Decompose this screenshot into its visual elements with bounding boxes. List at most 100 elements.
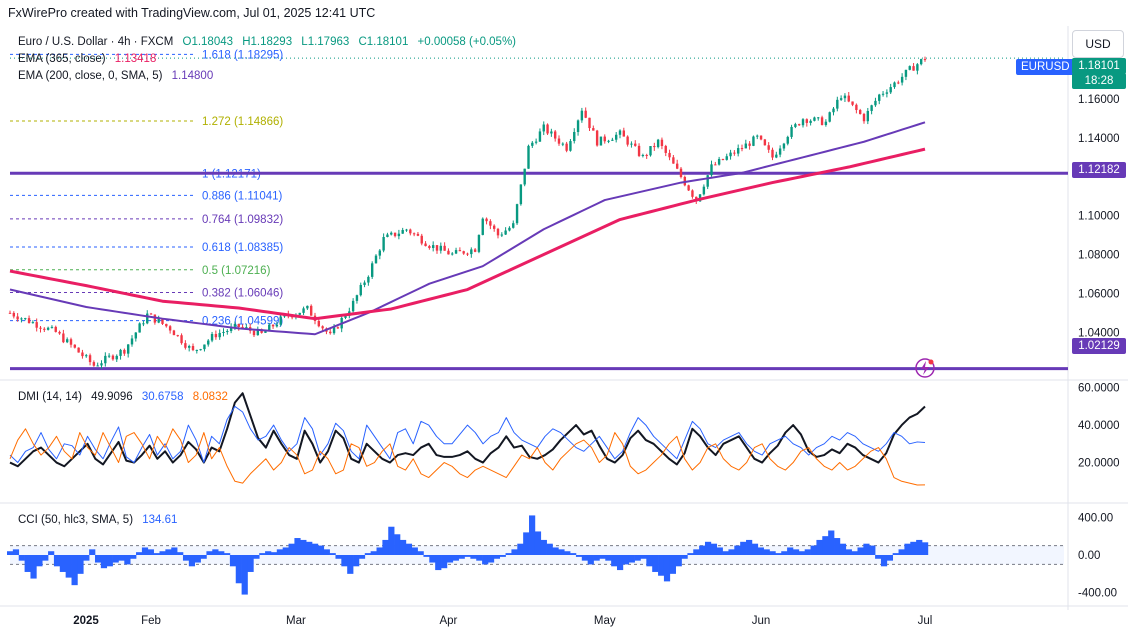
cci-pane[interactable]: [7, 515, 1064, 595]
candle-body: [393, 232, 397, 237]
cci-bar: [136, 552, 143, 555]
candle-body: [706, 175, 709, 187]
candle-body: [409, 229, 412, 234]
cci-bar: [816, 539, 823, 555]
cci-bar: [188, 555, 196, 567]
candle-body: [569, 141, 572, 151]
cci-bar: [875, 555, 882, 559]
symbol-legend[interactable]: Euro / U.S. Dollar · 4h · FXCM O1.18043 …: [18, 36, 522, 48]
cci-bar: [147, 549, 154, 555]
candle-body: [374, 255, 378, 264]
cci-bar: [382, 539, 389, 555]
cci-bar: [652, 555, 659, 572]
candle-body: [107, 355, 111, 357]
fib-level-label: 0.886 (1.11041): [202, 190, 283, 202]
cci-bar: [259, 553, 266, 555]
candle-body: [161, 319, 164, 324]
dmi-adx-value: 49.9096: [91, 391, 133, 403]
candle-body: [523, 168, 526, 185]
candle-body: [527, 145, 530, 169]
cci-bar: [898, 549, 905, 555]
ema365-value: 1.13418: [114, 53, 157, 65]
candle-body: [515, 204, 519, 224]
cci-bar: [828, 530, 835, 555]
cci-bar: [106, 555, 113, 567]
candle-body: [668, 152, 671, 158]
candle-body: [298, 312, 301, 315]
cci-bar: [446, 555, 454, 563]
candle-body: [519, 184, 523, 205]
fib-level-label: 0.236 (1.04599): [202, 316, 283, 328]
candle-body: [622, 130, 626, 137]
candle-body: [46, 327, 50, 330]
candle-body: [378, 250, 382, 256]
candle-body: [512, 223, 515, 228]
ohlc-high: H1.18293: [242, 36, 293, 48]
ema365-label: EMA (365, close): [18, 53, 106, 65]
cci-bar: [834, 538, 841, 555]
cci-bar: [294, 538, 301, 555]
candle-body: [553, 131, 557, 139]
candle-body: [508, 227, 511, 231]
dmi-legend[interactable]: DMI (14, 14) 49.9096 30.6758 8.0832: [18, 391, 234, 403]
candle-body: [199, 349, 202, 351]
cci-bar: [317, 545, 325, 555]
cci-bar: [288, 543, 295, 555]
cci-bar: [851, 551, 858, 555]
cci-bar: [599, 555, 606, 559]
ema365-legend[interactable]: EMA (365, close) 1.13418: [18, 53, 162, 65]
price-pane[interactable]: 1.618 (1.18295)1.272 (1.14866)1 (1.12171…: [8, 49, 1068, 378]
candle-body: [268, 324, 271, 332]
candle-body: [576, 120, 580, 132]
candle-body: [740, 148, 744, 150]
candle-body: [142, 323, 145, 325]
cci-bar: [640, 555, 647, 559]
cci-bar: [347, 555, 354, 574]
ohlc-change: +0.00058 (+0.05%): [417, 36, 517, 48]
candle-body: [691, 190, 694, 197]
ema200-legend[interactable]: EMA (200, close, 0, SMA, 5) 1.14800: [18, 70, 219, 82]
cci-tick-label: 400.00: [1078, 512, 1113, 524]
currency-button[interactable]: USD: [1072, 30, 1124, 58]
candle-body: [126, 344, 130, 354]
cci-bar: [687, 553, 694, 555]
cci-bar: [124, 555, 131, 565]
candle-body: [130, 338, 134, 345]
candle-body: [96, 365, 99, 367]
cci-bar: [646, 555, 653, 567]
candle-body: [634, 143, 637, 146]
candle-body: [184, 343, 187, 348]
candle-body: [767, 145, 770, 150]
cci-bar: [265, 551, 272, 555]
cci-value: 134.61: [142, 514, 178, 526]
candle-body: [660, 139, 664, 146]
cci-bar: [517, 543, 524, 555]
cci-bar: [751, 543, 759, 555]
candle-body: [923, 59, 927, 61]
dmi-plus-value: 30.6758: [141, 391, 184, 403]
cci-bar: [822, 536, 829, 555]
cci-bar: [130, 555, 137, 559]
countdown-badge: 18:28: [1072, 73, 1126, 89]
candle-body: [775, 154, 778, 158]
candle-body: [302, 308, 305, 313]
cci-bar: [370, 551, 377, 555]
cci-bar: [18, 555, 25, 561]
candle-body: [649, 146, 652, 156]
candle-body: [500, 234, 504, 236]
cci-bar: [194, 555, 201, 563]
grid: [0, 26, 1128, 610]
candle-body: [77, 347, 80, 353]
candle-body: [382, 236, 385, 251]
dmi-pane[interactable]: [9, 392, 926, 486]
candle-body: [736, 148, 740, 154]
cci-bar: [904, 543, 911, 555]
candle-body: [637, 145, 641, 156]
time-axis[interactable]: 2025 Feb Mar Apr May Jun Jul: [73, 615, 932, 627]
cci-legend[interactable]: CCI (50, hlc3, SMA, 5) 134.61: [18, 514, 183, 526]
dmi-series-adx: [9, 392, 926, 468]
price-axis[interactable]: 1.16000 1.14000 1.10000 1.08000 1.06000 1.040…: [1078, 94, 1120, 600]
cci-bar: [681, 555, 688, 559]
cci-bar: [171, 547, 178, 555]
